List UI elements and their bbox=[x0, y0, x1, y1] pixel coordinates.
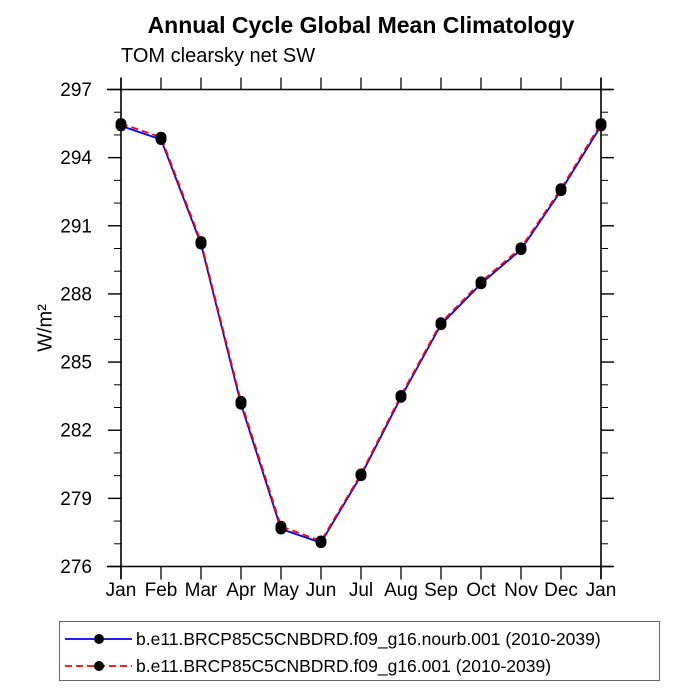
data-point-marker bbox=[235, 395, 247, 407]
data-point-marker bbox=[515, 242, 527, 254]
legend-marker bbox=[94, 661, 104, 671]
y-tick-label: 285 bbox=[60, 353, 92, 374]
x-tick-label: May bbox=[263, 580, 299, 601]
chart-title: Annual Cycle Global Mean Climatology bbox=[147, 12, 575, 38]
y-tick-label: 294 bbox=[60, 148, 92, 169]
y-tick-label: 282 bbox=[60, 421, 92, 442]
x-tick-label: Nov bbox=[504, 580, 538, 601]
legend-label: b.e11.BRCP85C5CNBDRD.f09_g16.nourb.001 (… bbox=[136, 629, 601, 649]
legend-sample-line-dashed bbox=[65, 661, 132, 671]
y-tick-label: 297 bbox=[60, 80, 92, 101]
data-point-marker bbox=[475, 276, 487, 288]
legend: b.e11.BRCP85C5CNBDRD.f09_g16.nourb.001 (… bbox=[59, 621, 660, 681]
y-tick-label: 279 bbox=[60, 489, 92, 510]
plot-area: Jan Feb Mar Apr May Jun Jul Aug Sep Oct Nov Dec Jan 2… bbox=[60, 77, 617, 601]
x-tick-label: Mar bbox=[185, 580, 218, 601]
y-tick-label: 288 bbox=[60, 284, 92, 305]
x-tick-label: Jan bbox=[106, 580, 137, 601]
x-tick-label: Dec bbox=[544, 580, 578, 601]
x-tick-label: Jan bbox=[586, 580, 617, 601]
data-point-marker bbox=[595, 118, 607, 130]
data-point-marker bbox=[355, 468, 367, 480]
legend-item: b.e11.BRCP85C5CNBDRD.f09_g16.001 (2010-2… bbox=[64, 657, 551, 675]
data-point-marker bbox=[395, 389, 407, 401]
x-tick-label: Jun bbox=[306, 580, 337, 601]
x-tick-label: Jul bbox=[349, 580, 373, 601]
data-point-marker bbox=[195, 236, 207, 248]
legend-label: b.e11.BRCP85C5CNBDRD.f09_g16.001 (2010-2… bbox=[136, 656, 552, 676]
x-tick-label: Sep bbox=[424, 580, 458, 601]
chart-subtitle: TOM clearsky net SW bbox=[121, 45, 316, 67]
data-point-marker bbox=[315, 535, 327, 547]
data-point-marker bbox=[115, 118, 127, 130]
x-tick-label: Aug bbox=[384, 580, 418, 601]
y-tick-label: 291 bbox=[60, 216, 92, 237]
legend-item: b.e11.BRCP85C5CNBDRD.f09_g16.nourb.001 (… bbox=[64, 630, 601, 648]
legend-marker bbox=[94, 634, 104, 644]
legend-sample-line-solid bbox=[65, 634, 132, 644]
data-point-marker bbox=[555, 183, 567, 195]
x-tick-label: Oct bbox=[466, 580, 496, 601]
x-tick-label: Feb bbox=[145, 580, 178, 601]
data-point-marker bbox=[155, 131, 167, 143]
data-point-marker bbox=[435, 317, 447, 329]
data-point-marker bbox=[275, 520, 287, 532]
y-tick-label: 276 bbox=[60, 557, 92, 578]
x-tick-label: Apr bbox=[226, 580, 256, 601]
